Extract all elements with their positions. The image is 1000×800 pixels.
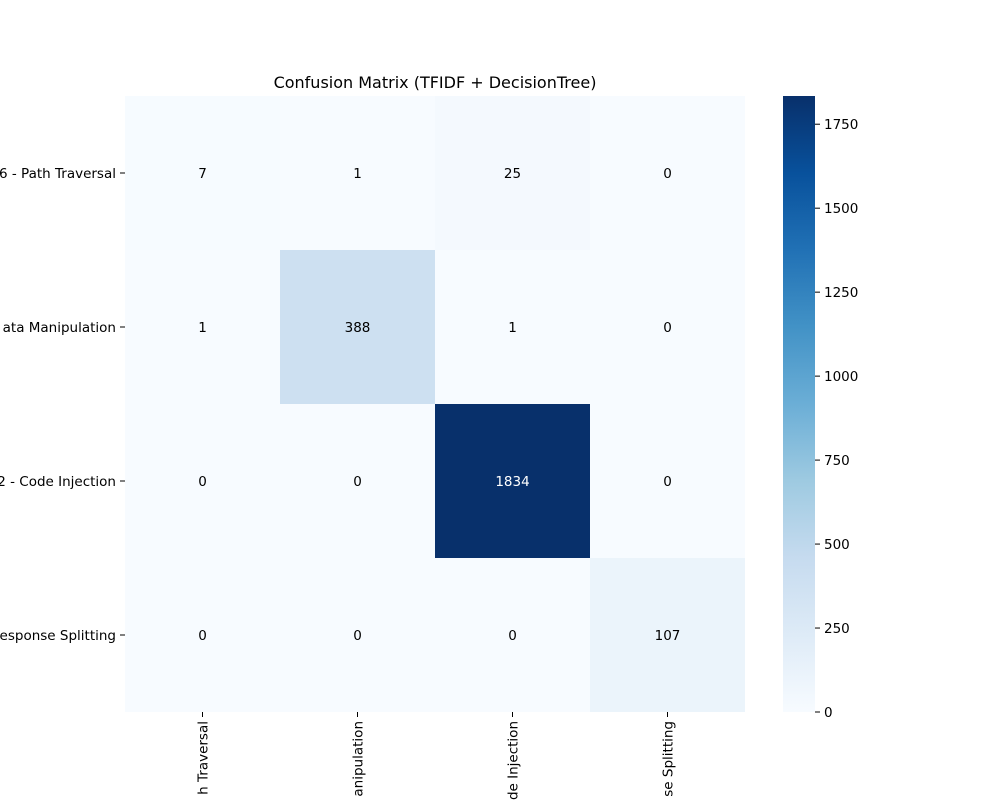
cell-value-label: 0 — [353, 474, 362, 490]
cell-value-label: 1 — [508, 320, 517, 336]
cell-value-label: 1834 — [495, 474, 529, 490]
colorbar-tick-label: 500 — [824, 537, 850, 553]
heatmap-cell — [125, 558, 280, 712]
y-tick-label: 6 - Path Traversal — [0, 166, 116, 182]
heatmap-cell — [590, 558, 745, 712]
cell-value-label: 1 — [353, 166, 362, 182]
colorbar-ticks: 0 250 500 750 1000 1250 1500 1750 — [815, 117, 858, 721]
x-tick-label: anipulation — [351, 721, 367, 797]
heatmap-cell — [590, 96, 745, 250]
colorbar-tick-label: 750 — [824, 453, 850, 469]
heatmap-cell — [125, 404, 280, 558]
chart-title: Confusion Matrix (TFIDF + DecisionTree) — [274, 73, 597, 92]
x-axis-ticks: h Traversal anipulation de Injection se Spl… — [196, 712, 677, 800]
heatmap-cell — [435, 250, 590, 404]
x-tick-label: h Traversal — [196, 721, 212, 795]
cell-value-label: 1 — [198, 320, 207, 336]
heatmap-cell — [280, 96, 435, 250]
x-tick-label: de Injection — [506, 721, 522, 800]
cell-value-label: 0 — [353, 628, 362, 644]
colorbar-tick-label: 0 — [824, 705, 833, 721]
heatmap-cell — [435, 404, 590, 558]
colorbar-gradient — [783, 96, 815, 712]
y-tick-label: ata Manipulation — [3, 320, 116, 336]
cell-value-label: 0 — [663, 320, 672, 336]
heatmap-cell — [125, 250, 280, 404]
colorbar — [783, 96, 815, 712]
cell-value-label: 388 — [345, 320, 371, 336]
colorbar-tick-label: 1250 — [824, 285, 858, 301]
cell-value-label: 107 — [655, 628, 681, 644]
colorbar-tick-label: 1000 — [824, 369, 858, 385]
heatmap-cell — [590, 404, 745, 558]
heatmap-cell — [125, 96, 280, 250]
heatmap-cell — [435, 96, 590, 250]
y-axis-ticks: 6 - Path Traversal ata Manipulation 2 - Co… — [0, 166, 125, 644]
heatmap-cell — [280, 404, 435, 558]
heatmap-cell — [590, 250, 745, 404]
heatmap-cell — [435, 558, 590, 712]
cell-value-label: 0 — [663, 166, 672, 182]
heatmap-cell — [280, 250, 435, 404]
cell-value-label: 0 — [663, 474, 672, 490]
y-tick-label: 2 - Code Injection — [0, 474, 116, 490]
cell-value-label: 0 — [198, 628, 207, 644]
colorbar-tick-label: 250 — [824, 621, 850, 637]
colorbar-tick-label: 1500 — [824, 201, 858, 217]
heatmap-cell — [280, 558, 435, 712]
x-tick-label: se Splitting — [661, 721, 677, 797]
cell-value-label: 25 — [504, 166, 521, 182]
y-tick-label: esponse Splitting — [0, 628, 116, 644]
cell-value-label: 0 — [508, 628, 517, 644]
cell-value-label: 7 — [198, 166, 207, 182]
cell-value-label: 0 — [198, 474, 207, 490]
colorbar-tick-label: 1750 — [824, 117, 858, 133]
heatmap-cells: 7 1 25 0 1 388 1 0 0 0 1834 0 0 0 0 107 — [125, 96, 745, 712]
